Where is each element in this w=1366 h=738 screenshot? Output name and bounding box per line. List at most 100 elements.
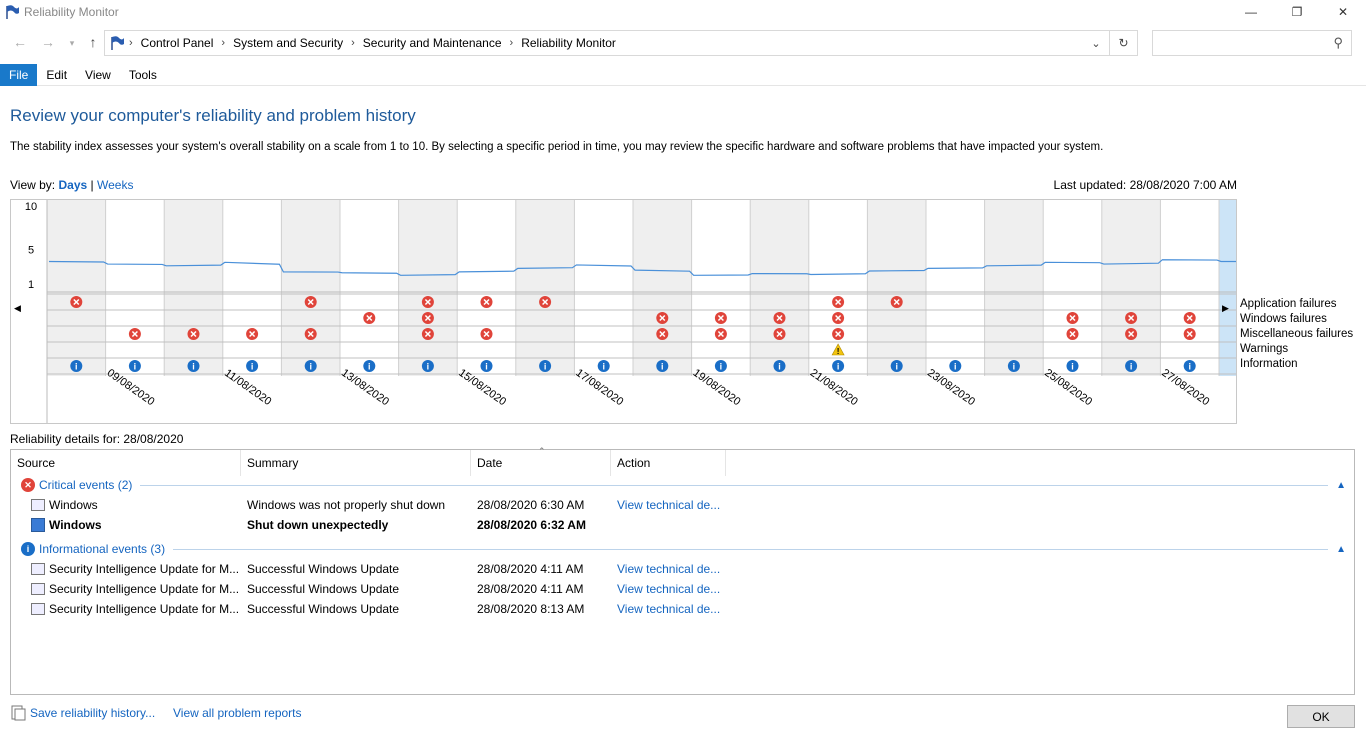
group-informational[interactable]: i Informational events (3) ▲ bbox=[21, 540, 1346, 558]
critical-icon-mark bbox=[1186, 314, 1193, 322]
info-icon-mark: i bbox=[309, 362, 312, 372]
maximize-button[interactable]: ❐ bbox=[1291, 5, 1303, 19]
details-panel: Source Summary Date ⌃ Action ✕ Critical … bbox=[10, 446, 1355, 695]
view-days-link[interactable]: Days bbox=[58, 178, 88, 192]
search-box[interactable]: ⚲ bbox=[1152, 30, 1352, 56]
critical-icon-mark bbox=[73, 298, 80, 306]
address-bar[interactable]: › Control Panel › System and Security › … bbox=[104, 30, 1138, 56]
view-technical-details-link[interactable]: View technical de... bbox=[617, 562, 721, 576]
breadcrumb-reliability-monitor[interactable]: Reliability Monitor bbox=[521, 36, 616, 50]
breadcrumb-system-security[interactable]: System and Security bbox=[233, 36, 344, 50]
ok-button[interactable]: OK bbox=[1287, 705, 1355, 728]
menu-edit[interactable]: Edit bbox=[46, 68, 68, 82]
row-summary: Successful Windows Update bbox=[247, 582, 400, 596]
info-icon-mark: i bbox=[1188, 362, 1191, 372]
table-row[interactable]: Security Intelligence Update for M... Su… bbox=[11, 579, 1354, 599]
view-technical-details-link[interactable]: View technical de... bbox=[617, 602, 721, 616]
column-action[interactable]: Action bbox=[611, 450, 726, 476]
day-column bbox=[984, 200, 1044, 376]
info-icon bbox=[1183, 360, 1196, 372]
column-date[interactable]: Date bbox=[471, 450, 611, 476]
breadcrumb-security-maintenance[interactable]: Security and Maintenance bbox=[362, 36, 502, 50]
collapse-chevron-icon[interactable]: ▲ bbox=[1336, 479, 1346, 491]
table-row[interactable]: Windows Shut down unexpectedly 28/08/202… bbox=[11, 515, 1354, 535]
reliability-chart-svg[interactable]: 1051!iiiiiiiiiiiiiiiiiiiii09/08/202011/0… bbox=[11, 200, 1236, 423]
window-app-icon bbox=[31, 603, 45, 615]
back-arrow-icon[interactable]: ← bbox=[13, 34, 27, 50]
minimize-button[interactable]: — bbox=[1245, 5, 1257, 19]
recent-chevron-icon[interactable]: ▾ bbox=[69, 38, 75, 48]
collapse-chevron-icon[interactable]: ▲ bbox=[1336, 543, 1346, 555]
table-row[interactable]: Windows Windows was not properly shut do… bbox=[11, 495, 1354, 515]
table-row[interactable]: Security Intelligence Update for M... Su… bbox=[11, 559, 1354, 579]
view-weeks-link[interactable]: Weeks bbox=[96, 178, 134, 192]
legend-windows-failures: Windows failures bbox=[1240, 313, 1327, 325]
day-column bbox=[691, 200, 751, 376]
column-source[interactable]: Source bbox=[11, 450, 241, 476]
critical-icon-mark bbox=[1128, 314, 1135, 322]
details-label: Reliability details for: 28/08/2020 bbox=[10, 432, 184, 446]
row-summary: Shut down unexpectedly bbox=[247, 518, 389, 532]
info-icon bbox=[773, 360, 786, 372]
critical-icon-mark bbox=[717, 330, 724, 338]
info-icon bbox=[1125, 360, 1138, 372]
legend-misc-failures: Miscellaneous failures bbox=[1240, 328, 1354, 340]
breadcrumb-separator-icon: › bbox=[509, 37, 514, 49]
row-date: 28/08/2020 4:11 AM bbox=[477, 562, 584, 576]
column-summary[interactable]: Summary bbox=[241, 450, 471, 476]
day-column bbox=[47, 200, 106, 376]
info-icon bbox=[70, 360, 83, 372]
info-icon-mark: i bbox=[954, 362, 957, 372]
search-icon[interactable]: ⚲ bbox=[1333, 35, 1343, 50]
info-icon bbox=[304, 360, 317, 372]
critical-icon-mark bbox=[776, 314, 783, 322]
forward-arrow-icon[interactable]: → bbox=[41, 34, 55, 50]
menu-bar: File Edit View Tools bbox=[0, 64, 1366, 86]
chart-scroll-left-icon[interactable]: ◀ bbox=[14, 303, 21, 313]
y-tick-label: 10 bbox=[25, 201, 37, 213]
day-column bbox=[222, 200, 282, 376]
chart-scroll-right-icon[interactable]: ▶ bbox=[1222, 303, 1229, 313]
info-icon-mark: i bbox=[837, 362, 840, 372]
day-column bbox=[926, 200, 985, 376]
day-column bbox=[574, 200, 633, 376]
critical-icon-mark bbox=[483, 330, 490, 338]
refresh-icon[interactable]: ↻ bbox=[1109, 31, 1137, 55]
info-icon bbox=[480, 360, 493, 372]
view-all-problem-reports-link[interactable]: View all problem reports bbox=[173, 706, 302, 720]
day-column bbox=[1219, 200, 1236, 376]
view-technical-details-link[interactable]: View technical de... bbox=[617, 582, 721, 596]
day-column bbox=[867, 200, 926, 376]
legend-application-failures: Application failures bbox=[1240, 298, 1337, 310]
table-row[interactable]: Security Intelligence Update for M... Su… bbox=[11, 599, 1354, 619]
breadcrumb-separator-icon: › bbox=[221, 37, 226, 49]
info-icon-mark: i bbox=[251, 362, 254, 372]
group-critical[interactable]: ✕ Critical events (2) ▲ bbox=[21, 476, 1346, 494]
row-source: Security Intelligence Update for M... bbox=[49, 602, 239, 616]
critical-icon-mark bbox=[835, 330, 842, 338]
row-date: 28/08/2020 6:32 AM bbox=[477, 518, 586, 532]
critical-icon-mark bbox=[1069, 314, 1076, 322]
address-dropdown-icon[interactable]: ⌄ bbox=[1091, 37, 1101, 50]
window-title: Reliability Monitor bbox=[24, 5, 119, 19]
critical-icon-mark bbox=[1069, 330, 1076, 338]
breadcrumb-control-panel[interactable]: Control Panel bbox=[140, 36, 214, 50]
day-column bbox=[105, 200, 165, 376]
menu-tools[interactable]: Tools bbox=[128, 68, 157, 82]
close-button[interactable]: ✕ bbox=[1337, 5, 1349, 19]
info-icon bbox=[128, 360, 141, 372]
day-column bbox=[1101, 200, 1161, 376]
view-technical-details-link[interactable]: View technical de... bbox=[617, 498, 721, 512]
info-icon-mark: i bbox=[427, 362, 430, 372]
group-critical-title: Critical events (2) bbox=[39, 478, 133, 492]
row-source: Windows bbox=[49, 498, 98, 512]
menu-view[interactable]: View bbox=[85, 68, 111, 82]
menu-file[interactable]: File bbox=[0, 64, 38, 86]
search-input[interactable] bbox=[1153, 31, 1323, 55]
day-column bbox=[281, 200, 340, 376]
info-icon bbox=[421, 360, 434, 372]
row-date: 28/08/2020 6:30 AM bbox=[477, 498, 585, 512]
save-history-link[interactable]: Save reliability history... bbox=[30, 706, 156, 720]
reliability-chart[interactable]: 1051!iiiiiiiiiiiiiiiiiiiii09/08/202011/0… bbox=[10, 199, 1237, 424]
up-arrow-icon[interactable]: ↑ bbox=[89, 34, 97, 50]
